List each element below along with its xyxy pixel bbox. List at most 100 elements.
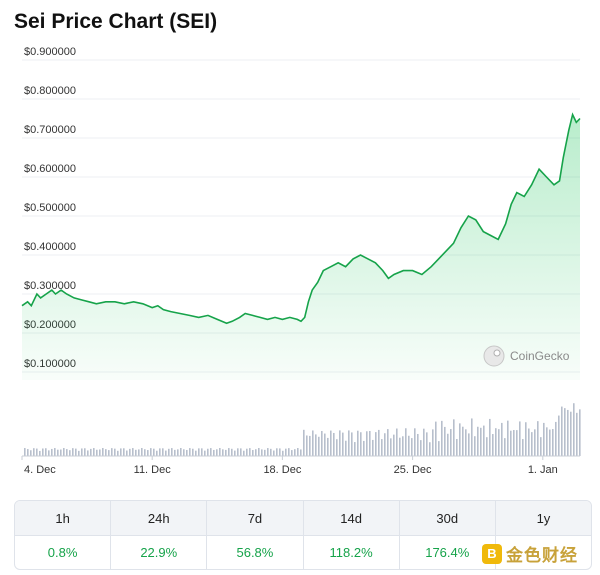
volume-bar (216, 449, 218, 456)
volume-bar (507, 420, 509, 456)
volume-bar (57, 449, 59, 456)
volume-bar (87, 450, 89, 456)
price-chart[interactable]: $0.900000 $0.800000 $0.700000 $0.600000 $0.5… (0, 0, 600, 480)
y-tick-label: $0.300000 (24, 280, 76, 292)
volume-bar (81, 448, 83, 456)
volume-bar (441, 420, 443, 456)
volume-bar (333, 432, 335, 456)
volume-bar (183, 449, 185, 456)
volume-bar (141, 448, 143, 456)
y-tick-label: $0.800000 (24, 85, 76, 97)
performance-period: 24h (111, 501, 207, 536)
price-area (22, 114, 580, 380)
performance-period: 14d (303, 501, 399, 536)
volume-bar (390, 438, 392, 456)
volume-bar (432, 429, 434, 456)
jinse-logo-icon: B (482, 543, 502, 564)
volume-bar (129, 448, 131, 456)
volume-bar (459, 423, 461, 456)
volume-bar (450, 429, 452, 456)
volume-bar (561, 406, 563, 456)
volume-bar (267, 448, 269, 456)
performance-col-24h: 24h 22.9% (111, 501, 208, 569)
y-tick-label: $0.600000 (24, 163, 76, 175)
volume-bar (234, 450, 236, 456)
performance-period: 1h (15, 501, 111, 536)
volume-bar (312, 430, 314, 456)
volume-bar (72, 448, 74, 456)
volume-bar (132, 448, 134, 456)
volume-bar (465, 429, 467, 456)
volume-bar (504, 438, 506, 456)
volume-bar (573, 403, 575, 456)
volume-bar (420, 440, 422, 456)
volume-bar (570, 411, 572, 456)
x-tick-label: 11. Dec (134, 464, 172, 476)
volume-bar (270, 448, 272, 456)
volume-bar (483, 425, 485, 456)
volume-bar (555, 421, 557, 456)
performance-col-30d: 30d 176.4% (399, 501, 496, 569)
volume-bar (99, 449, 101, 456)
volume-bar (219, 448, 221, 456)
volume-bar (93, 448, 95, 456)
volume-bar (339, 430, 341, 456)
volume-bar (39, 450, 41, 456)
volume-bar (45, 448, 47, 456)
volume-bar (402, 436, 404, 456)
volume-bar (393, 434, 395, 456)
volume-bar (306, 435, 308, 456)
volume-bar (579, 409, 581, 456)
volume-bar (363, 440, 365, 456)
performance-change: 22.9% (140, 545, 178, 560)
volume-bar (300, 449, 302, 456)
volume-bars (24, 403, 581, 456)
volume-bar (273, 450, 275, 456)
volume-bar (201, 448, 203, 456)
footer-logo: B 金色财经 (482, 541, 578, 566)
volume-bar (69, 450, 71, 456)
volume-bar (171, 448, 173, 456)
volume-bar (492, 434, 494, 456)
volume-bar (153, 448, 155, 456)
volume-bar (546, 427, 548, 456)
volume-bar (210, 448, 212, 456)
volume-bar (456, 439, 458, 456)
volume-bar (225, 449, 227, 456)
performance-col-1h: 1h 0.8% (15, 501, 112, 569)
volume-bar (540, 437, 542, 456)
volume-bar (204, 450, 206, 456)
volume-bar (375, 432, 377, 456)
volume-bar (429, 442, 431, 456)
volume-bar (519, 421, 521, 456)
volume-bar (408, 435, 410, 456)
volume-bar (447, 433, 449, 456)
performance-change: 176.4% (425, 545, 470, 560)
volume-bar (567, 409, 569, 456)
volume-bar (246, 448, 248, 456)
volume-bar (207, 448, 209, 456)
volume-bar (480, 427, 482, 456)
gecko-eye-icon (493, 349, 501, 357)
volume-bar (423, 428, 425, 456)
volume-bar (318, 436, 320, 456)
volume-bar (354, 442, 356, 456)
volume-bar (309, 435, 311, 456)
volume-bar (315, 434, 317, 456)
volume-bar (135, 449, 137, 456)
volume-bar (510, 430, 512, 456)
volume-bar (522, 439, 524, 456)
performance-period: 7d (207, 501, 303, 536)
volume-bar (51, 448, 53, 456)
volume-bar (213, 449, 215, 456)
y-tick-label: $0.700000 (24, 124, 76, 136)
volume-bar (222, 449, 224, 456)
volume-bar (471, 418, 473, 456)
volume-bar (27, 449, 29, 456)
volume-bar (417, 433, 419, 456)
volume-bar (165, 450, 167, 456)
volume-bar (42, 448, 44, 456)
volume-bar (117, 450, 119, 456)
volume-bar (531, 432, 533, 456)
page-title: Sei Price Chart (SEI) (14, 10, 218, 33)
